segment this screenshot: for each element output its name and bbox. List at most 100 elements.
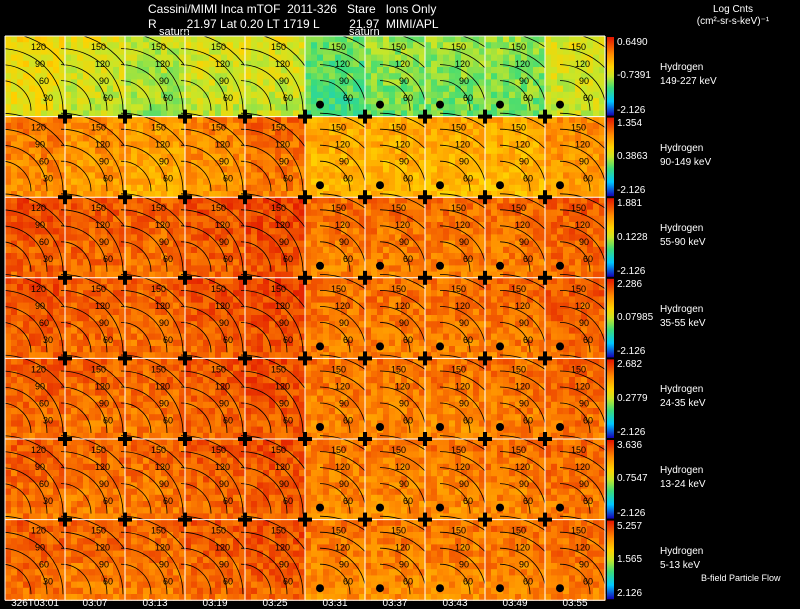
saturn-marker bbox=[316, 342, 324, 351]
contour-value: 150 bbox=[91, 526, 106, 536]
contour-value: 150 bbox=[271, 42, 286, 52]
contour-value: 60 bbox=[343, 496, 353, 506]
contour-value: 150 bbox=[211, 123, 226, 133]
contour-value: 150 bbox=[271, 123, 286, 133]
contour-line bbox=[240, 306, 288, 353]
contour-line bbox=[439, 402, 471, 434]
cross-marker bbox=[63, 270, 67, 285]
contour-value: 90 bbox=[399, 157, 409, 167]
contour-line bbox=[180, 402, 212, 434]
contour-line bbox=[60, 467, 108, 514]
contour-value: 90 bbox=[459, 157, 469, 167]
contour-line bbox=[499, 563, 531, 595]
contour-value: 30 bbox=[43, 577, 53, 587]
contour-value: 90 bbox=[579, 560, 589, 570]
contour-value: 90 bbox=[35, 381, 45, 391]
contour-line bbox=[60, 322, 92, 353]
colorbar-max: 5.257 bbox=[617, 520, 643, 532]
contour-value: 60 bbox=[103, 335, 113, 345]
contour-value: 60 bbox=[103, 254, 113, 264]
contour-value: 30 bbox=[43, 415, 53, 425]
contour-value: 60 bbox=[163, 93, 173, 103]
contour-value: 90 bbox=[459, 398, 469, 408]
contour-value: 150 bbox=[451, 284, 466, 294]
cross-marker bbox=[363, 109, 367, 124]
contour-value: 150 bbox=[211, 364, 226, 374]
cross-marker bbox=[123, 109, 127, 124]
contour-value: 90 bbox=[159, 398, 169, 408]
contour-line bbox=[0, 225, 48, 272]
time-tick-label: 03:13 bbox=[142, 598, 168, 609]
contour-value: 150 bbox=[391, 364, 406, 374]
colorbar-max: 1.354 bbox=[617, 117, 643, 129]
contour-line bbox=[60, 241, 92, 272]
contour-value: 120 bbox=[275, 301, 290, 311]
contour-value: 60 bbox=[343, 577, 353, 587]
contour-line bbox=[499, 80, 531, 111]
cross-marker bbox=[183, 351, 187, 366]
contour-line bbox=[379, 160, 411, 192]
contour-line bbox=[240, 225, 288, 272]
contour-value: 90 bbox=[159, 479, 169, 489]
contour-line bbox=[559, 112, 639, 192]
contour-value: 90 bbox=[219, 560, 229, 570]
cross-marker bbox=[183, 270, 187, 285]
saturn-marker bbox=[376, 423, 384, 431]
contour-value: 60 bbox=[523, 174, 533, 184]
contour-value: 90 bbox=[279, 157, 289, 167]
contour-value: 90 bbox=[399, 237, 409, 247]
contour-value: 90 bbox=[219, 157, 229, 167]
contour-value: 60 bbox=[463, 254, 473, 264]
colorbar bbox=[607, 359, 614, 438]
contour-value: 120 bbox=[31, 203, 46, 213]
contour-value: 120 bbox=[455, 543, 470, 553]
contour-line bbox=[559, 193, 639, 272]
contour-value: 120 bbox=[215, 381, 230, 391]
heatmap-cell bbox=[545, 36, 606, 118]
cross-marker bbox=[183, 109, 187, 124]
contour-line bbox=[120, 402, 152, 434]
cross-marker bbox=[183, 432, 187, 446]
contour-value: 90 bbox=[579, 398, 589, 408]
contour-value: 120 bbox=[275, 462, 290, 472]
contour-line bbox=[120, 225, 168, 272]
heatmap-cell bbox=[365, 439, 426, 521]
energy-label: 5-13 keV bbox=[660, 559, 701, 571]
contour-value: 90 bbox=[219, 76, 229, 86]
contour-line bbox=[0, 467, 48, 514]
contour-value: 150 bbox=[451, 364, 466, 374]
contour-line bbox=[379, 563, 411, 595]
contour-value: 150 bbox=[151, 42, 166, 52]
heatmap-cell bbox=[5, 197, 66, 279]
contour-line bbox=[559, 128, 623, 192]
contour-value: 60 bbox=[283, 93, 293, 103]
colorbar bbox=[607, 440, 614, 519]
contour-value: 150 bbox=[391, 42, 406, 52]
cross-marker bbox=[423, 432, 427, 446]
saturn-marker bbox=[556, 181, 564, 190]
contour-line bbox=[60, 370, 124, 434]
contour-line bbox=[60, 402, 92, 434]
contour-value: 120 bbox=[31, 123, 46, 133]
contour-value: 120 bbox=[575, 59, 590, 69]
cross-marker bbox=[123, 190, 127, 205]
contour-value: 120 bbox=[95, 140, 110, 150]
heatmap-cell bbox=[365, 36, 426, 118]
contour-value: 150 bbox=[211, 445, 226, 455]
saturn-marker bbox=[556, 584, 564, 593]
contour-value: 60 bbox=[523, 93, 533, 103]
heatmap-cell bbox=[185, 116, 246, 198]
contour-value: 60 bbox=[39, 318, 49, 328]
contour-value: 90 bbox=[219, 318, 229, 328]
contour-line bbox=[559, 531, 623, 595]
contour-value: 60 bbox=[103, 415, 113, 425]
contour-value: 30 bbox=[43, 93, 53, 103]
time-tick-label: 03:31 bbox=[322, 598, 348, 609]
heatmap-cell bbox=[185, 277, 246, 359]
contour-line bbox=[60, 306, 108, 353]
contour-value: 90 bbox=[519, 398, 529, 408]
heatmap-cell bbox=[485, 519, 546, 601]
heatmap-cell bbox=[245, 358, 306, 440]
contour-value: 90 bbox=[35, 543, 45, 553]
heatmap-cell bbox=[65, 439, 126, 521]
